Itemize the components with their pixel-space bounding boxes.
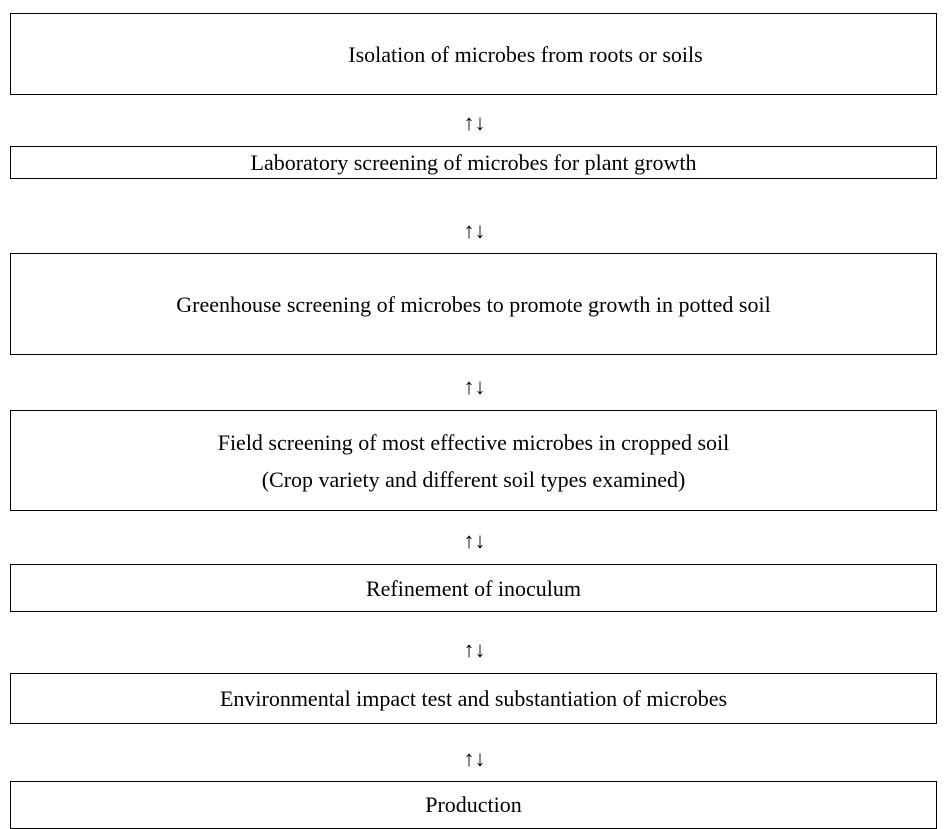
step-box: Refinement of inoculum xyxy=(10,564,937,612)
arrow: ↑↓ xyxy=(463,528,486,553)
arrow: ↑↓ xyxy=(463,374,486,399)
step-box: Production xyxy=(10,781,937,829)
arrow: ↑↓ xyxy=(463,637,486,662)
step-box: Isolation of microbes from roots or soil… xyxy=(10,13,937,95)
step-text: Refinement of inoculum xyxy=(365,575,582,601)
step-text: (Crop variety and different soil types e… xyxy=(261,466,686,492)
step-box: Greenhouse screening of microbes to prom… xyxy=(10,253,937,355)
step-box: Laboratory screening of microbes for pla… xyxy=(10,146,937,179)
arrow: ↑↓ xyxy=(463,746,486,771)
step-box: Field screening of most effective microb… xyxy=(10,410,937,511)
step-text: Environmental impact test and substantia… xyxy=(219,686,728,711)
step-box: Environmental impact test and substantia… xyxy=(10,673,937,724)
step-text: Greenhouse screening of microbes to prom… xyxy=(176,291,771,317)
arrow: ↑↓ xyxy=(463,218,486,243)
step-text: Production xyxy=(425,792,522,817)
arrow: ↑↓ xyxy=(463,110,486,135)
step-text: Isolation of microbes from roots or soil… xyxy=(348,41,703,67)
step-text: Field screening of most effective microb… xyxy=(217,429,730,455)
step-text: Laboratory screening of microbes for pla… xyxy=(250,150,697,175)
